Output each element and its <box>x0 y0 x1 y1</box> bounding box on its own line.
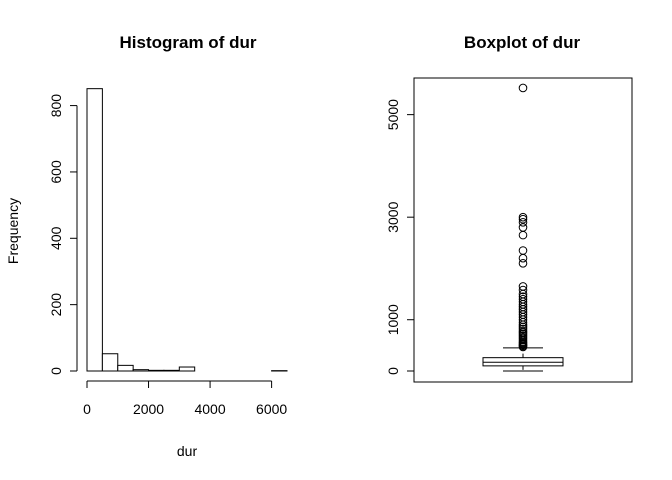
boxplot-box <box>482 357 564 367</box>
histogram-x-tick-label: 4000 <box>194 401 225 417</box>
histogram-y-tick-label: 400 <box>48 226 64 250</box>
boxplot-outlier <box>518 259 528 268</box>
histogram-bar <box>117 364 134 372</box>
histogram-bar <box>132 369 150 372</box>
histogram-y-axis: 0 200 400 600 800 <box>48 94 78 375</box>
histogram-x-tick-label: 6000 <box>256 401 287 417</box>
boxplot-outlier <box>518 294 528 304</box>
histogram-y-tick-label: 800 <box>48 94 64 118</box>
boxplot-title: Boxplot of dur <box>464 33 581 52</box>
histogram-ylabel: Frequency <box>5 198 21 264</box>
boxplot-outlier <box>518 282 528 291</box>
boxplot-outlier <box>518 285 528 295</box>
boxplot-y-tick-label: 3000 <box>385 201 401 232</box>
boxplot-outlier <box>518 223 528 232</box>
histogram-bar <box>101 353 119 372</box>
histogram-y-tick-label: 600 <box>48 160 64 184</box>
boxplot-outlier <box>518 292 528 301</box>
histogram-y-tick-label: 200 <box>48 293 64 317</box>
boxplot-frame <box>413 77 633 383</box>
boxplot-outliers <box>518 83 528 352</box>
histogram-bar <box>163 369 180 372</box>
histogram-x-tick-label: 0 <box>83 401 91 417</box>
boxplot-outlier <box>518 83 528 93</box>
histogram-x-axis: 0 2000 4000 6000 <box>83 380 287 417</box>
histogram-title: Histogram of dur <box>120 33 257 52</box>
boxplot-body <box>482 347 564 372</box>
boxplot-outlier <box>518 212 528 222</box>
boxplot-panel: Boxplot of dur 0 1000 3000 5000 <box>385 33 633 383</box>
histogram-bar <box>178 366 196 372</box>
histogram-panel: Histogram of dur dur Frequency 0 2000 4000… <box>5 33 288 459</box>
boxplot-outlier <box>518 246 528 255</box>
boxplot-outlier <box>518 214 528 224</box>
histogram-bars <box>86 88 288 372</box>
boxplot-y-axis: 0 1000 3000 5000 <box>385 99 414 375</box>
boxplot-y-tick-label: 1000 <box>385 304 401 335</box>
boxplot-outlier <box>518 218 528 227</box>
histogram-y-tick-label: 0 <box>48 367 64 375</box>
histogram-bar <box>148 369 165 372</box>
boxplot-outlier <box>518 324 528 334</box>
boxplot-y-tick-label: 5000 <box>385 99 401 130</box>
boxplot-outlier <box>518 326 528 336</box>
histogram-xlabel: dur <box>177 443 198 459</box>
boxplot-outlier <box>518 253 528 263</box>
boxplot-outlier <box>518 230 528 240</box>
histogram-bar <box>86 88 103 372</box>
histogram-x-tick-label: 2000 <box>133 401 164 417</box>
boxplot-y-tick-label: 0 <box>385 367 401 375</box>
